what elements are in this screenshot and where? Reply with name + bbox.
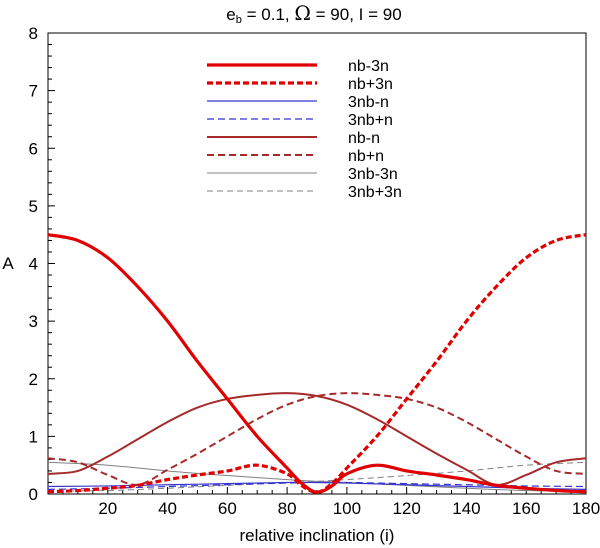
y-tick-label: 6 — [29, 139, 38, 158]
legend-label: 3nb+n — [348, 112, 393, 129]
series-line-nb-3n — [47, 233, 587, 494]
legend-label: nb-n — [348, 130, 380, 147]
legend-label: nb+n — [348, 148, 384, 165]
legend-label: nb-3n — [348, 58, 389, 75]
series-line-nbplus-n — [47, 392, 587, 486]
y-tick-label: 8 — [29, 24, 38, 43]
x-tick-label: 60 — [218, 499, 237, 518]
series-line-nb-n — [47, 392, 587, 486]
y-tick-label: 3 — [29, 312, 38, 331]
x-tick-label: 160 — [512, 499, 540, 518]
series-line-3nb-3n — [47, 461, 587, 492]
legend-label: 3nb-3n — [348, 166, 398, 183]
y-tick-label: 7 — [29, 82, 38, 101]
x-tick-label: 20 — [98, 499, 117, 518]
legend-label: nb+3n — [348, 76, 393, 93]
y-axis-label: A — [2, 254, 14, 273]
x-tick-label: 120 — [392, 499, 420, 518]
series-line-nbplus-3n — [47, 233, 587, 494]
x-tick-label: 40 — [158, 499, 177, 518]
x-axis-label: relative inclination (i) — [240, 526, 395, 545]
x-tick-label: 100 — [333, 499, 361, 518]
y-tick-label: 0 — [29, 485, 38, 504]
x-tick-label: 180 — [572, 499, 600, 518]
series-lines — [47, 233, 587, 494]
x-tick-label: 140 — [452, 499, 480, 518]
x-tick-label: 80 — [278, 499, 297, 518]
y-tick-label: 2 — [29, 370, 38, 389]
legend-label: 3nb-n — [348, 94, 389, 111]
y-tick-label: 4 — [29, 255, 38, 274]
chart-title: eb = 0.1, Ω = 90, I = 90 — [226, 1, 401, 26]
y-tick-label: 5 — [29, 197, 38, 216]
legend-label: 3nb+3n — [348, 184, 402, 201]
series-line-3nbplus-n — [47, 481, 587, 490]
series-line-3nbplus-3n — [47, 461, 587, 492]
axis-ticks: 20 40 60 80 100 120 140 160 180 0 1 2 3 4 5 6 7 8 — [29, 24, 600, 518]
y-tick-label: 1 — [29, 427, 38, 446]
plot-frame — [47, 32, 587, 495]
